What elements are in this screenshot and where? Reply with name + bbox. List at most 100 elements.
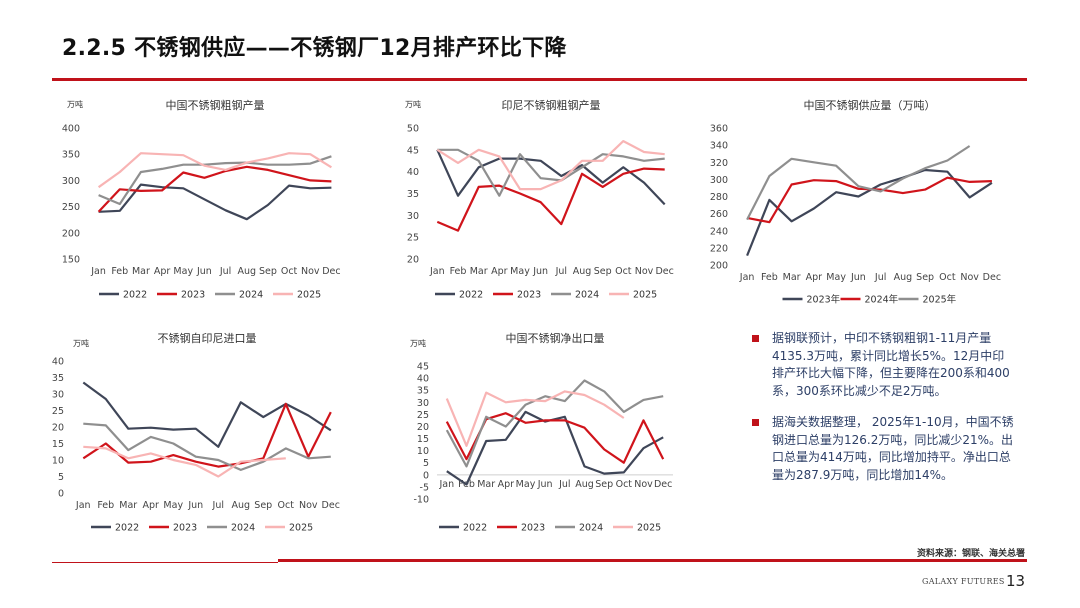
legend-label: 2022 [463, 523, 487, 534]
legend-label: 2022 [123, 290, 147, 301]
y-tick-label: 10 [52, 456, 64, 467]
legend-label: 2023 [521, 523, 545, 534]
x-tick-label: Sep [254, 500, 272, 511]
x-tick-label: May [826, 272, 846, 283]
y-tick-label: 20 [407, 255, 419, 266]
y-tick-label: 25 [407, 233, 419, 244]
y-tick-label: 300 [710, 175, 728, 186]
y-tick-label: 35 [407, 189, 419, 200]
series-line-2022 [446, 410, 664, 486]
series-line-2023 [97, 165, 332, 213]
y-tick-label: 40 [52, 357, 64, 368]
y-tick-label: -10 [413, 495, 429, 506]
y-tick-label: 30 [417, 398, 429, 409]
x-tick-label: Jun [532, 266, 548, 277]
y-tick-label: 35 [52, 373, 64, 384]
series-line-2025 [97, 152, 332, 189]
slide-title: 2.2.5 不锈钢供应——不锈钢厂12月排产环比下降 [62, 36, 567, 61]
y-tick-label: 45 [417, 362, 429, 373]
y-tick-label: 200 [62, 228, 80, 239]
x-tick-label: Sep [595, 479, 613, 490]
y-tick-label: 35 [417, 386, 429, 397]
x-tick-label: Dec [322, 266, 340, 277]
page-number: 13 [1006, 572, 1026, 590]
x-tick-label: Oct [939, 272, 956, 283]
series-line-2022 [82, 381, 332, 448]
y-tick-label: 30 [407, 211, 419, 222]
bullet-square-icon [752, 419, 759, 426]
y-tick-label: 15 [417, 434, 429, 445]
x-tick-label: Dec [654, 479, 672, 490]
footer-rule [278, 559, 1027, 562]
y-tick-label: 5 [423, 458, 429, 469]
note-text: 据海关数据整理， 2025年1-10月，中国不锈钢进口总量为126.2万吨，同比… [772, 415, 1014, 482]
x-tick-label: Apr [498, 479, 515, 490]
x-tick-label: Apr [491, 266, 508, 277]
legend-label: 2024 [231, 523, 255, 534]
y-tick-label: 25 [52, 406, 64, 417]
series-line-2023年 [746, 168, 993, 257]
x-tick-label: May [163, 500, 183, 511]
legend-label: 2023年 [807, 294, 841, 306]
x-tick-label: Aug [231, 500, 250, 511]
x-tick-label: Dec [655, 266, 673, 277]
x-tick-label: Aug [237, 266, 256, 277]
legend-label: 2023 [181, 290, 205, 301]
x-tick-label: Jul [219, 266, 231, 277]
y-tick-label: 25 [417, 410, 429, 421]
unit-label: 万吨 [410, 338, 426, 348]
legend-label: 2025 [637, 523, 661, 534]
series-line-2024 [83, 422, 331, 471]
footer-brand: GALAXY FUTURES [922, 577, 1005, 586]
y-tick-label: 40 [407, 167, 419, 178]
x-tick-label: Feb [111, 266, 128, 277]
legend-label: 2023 [517, 290, 541, 301]
x-tick-label: Jul [874, 272, 886, 283]
y-tick-label: 0 [58, 489, 64, 500]
unit-label: 万吨 [405, 99, 421, 109]
y-tick-label: 350 [62, 150, 80, 161]
x-tick-label: Feb [761, 272, 778, 283]
series-line-2025 [445, 390, 625, 447]
series-line-2024 [437, 148, 665, 197]
legend-label: 2024年 [865, 294, 899, 306]
y-tick-label: 40 [417, 374, 429, 385]
x-tick-label: Sep [594, 266, 612, 277]
x-tick-label: Jan [75, 500, 91, 511]
chart-title: 中国不锈钢供应量（万吨） [804, 98, 936, 112]
x-tick-label: May [173, 266, 193, 277]
legend-label: 2023 [173, 523, 197, 534]
x-tick-label: Mar [119, 500, 137, 511]
y-tick-label: 250 [62, 202, 80, 213]
x-tick-label: Nov [634, 479, 653, 490]
y-tick-label: 280 [710, 192, 728, 203]
x-tick-label: Apr [143, 500, 160, 511]
series-line-2024 [445, 379, 664, 468]
footer-rule-thin [52, 562, 278, 563]
unit-label: 万吨 [73, 338, 89, 348]
legend-label: 2025 [289, 523, 313, 534]
x-tick-label: May [516, 479, 536, 490]
legend-label: 2025 [297, 290, 321, 301]
x-tick-label: Oct [281, 266, 298, 277]
series-line-2025 [83, 445, 286, 478]
x-tick-label: Jul [555, 266, 567, 277]
x-tick-label: Apr [806, 272, 823, 283]
series-line-2025年 [746, 145, 971, 221]
x-tick-label: Dec [322, 500, 340, 511]
y-tick-label: 5 [58, 472, 64, 483]
chart-china-crude-output: 中国不锈钢粗钢产量 万吨 150 200 250 300 350 400 Jan Feb Mar Ap… [62, 98, 341, 301]
chart-title: 中国不锈钢净出口量 [506, 331, 605, 345]
legend-label: 2022 [115, 523, 139, 534]
bullet-square-icon [752, 335, 759, 342]
chart-title: 印尼不锈钢粗钢产量 [502, 98, 601, 112]
x-tick-label: Jan [429, 266, 445, 277]
x-tick-label: Sep [259, 266, 277, 277]
x-tick-label: Oct [615, 266, 632, 277]
x-tick-label: Aug [573, 266, 592, 277]
x-tick-label: Jan [439, 479, 455, 490]
y-tick-label: 50 [407, 124, 419, 135]
